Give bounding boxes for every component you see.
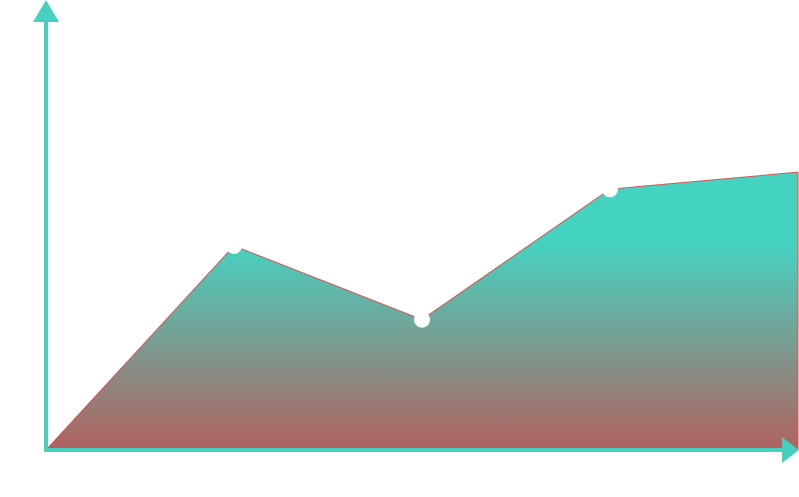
data-point-marker[interactable] — [226, 237, 242, 254]
y-axis-arrow-icon — [33, 0, 59, 22]
x-axis-arrow-icon — [782, 437, 799, 463]
plot-area — [45, 171, 799, 451]
area-fill — [46, 172, 798, 451]
data-point-marker[interactable] — [414, 311, 430, 328]
data-point-marker[interactable] — [602, 181, 618, 198]
axes — [33, 0, 799, 463]
